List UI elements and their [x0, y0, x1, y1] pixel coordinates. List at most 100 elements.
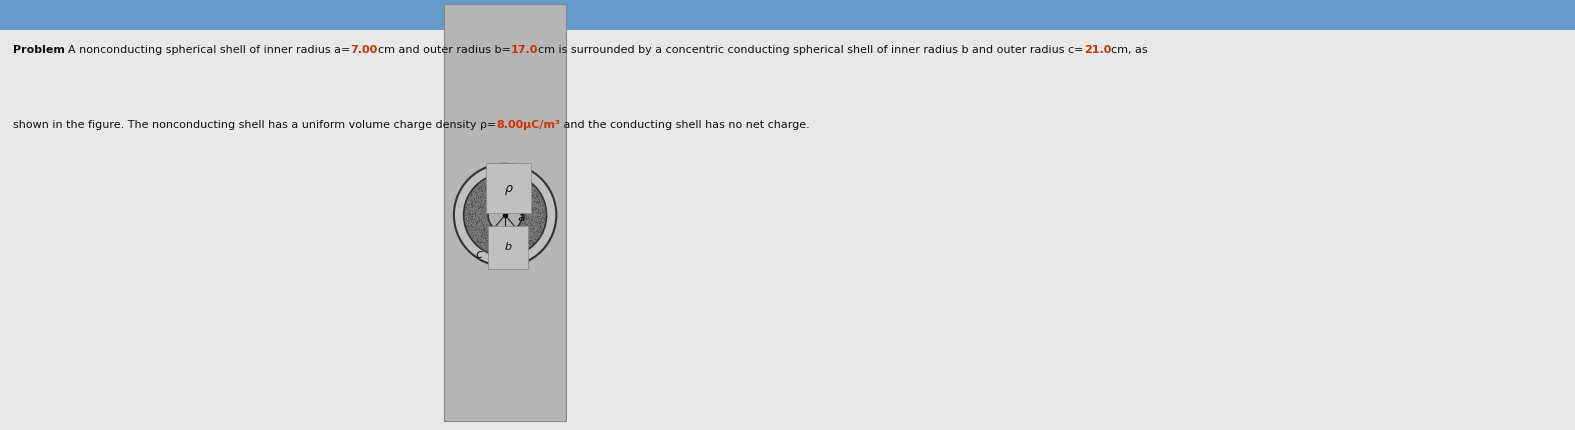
- Point: [515, 191, 540, 198]
- Point: [531, 216, 556, 223]
- Point: [498, 171, 523, 178]
- Point: [506, 222, 531, 229]
- Point: [472, 227, 498, 233]
- Point: [474, 203, 499, 209]
- Point: [477, 190, 502, 197]
- Point: [518, 198, 543, 205]
- Point: [513, 213, 539, 220]
- Point: [476, 176, 501, 183]
- Point: [521, 217, 547, 224]
- Point: [524, 229, 550, 236]
- Point: [493, 186, 518, 193]
- Point: [469, 204, 495, 211]
- Point: [493, 249, 518, 256]
- Point: [520, 231, 545, 238]
- Point: [495, 171, 520, 178]
- Point: [521, 228, 547, 235]
- Point: [458, 211, 484, 218]
- Point: [523, 184, 548, 191]
- Point: [472, 247, 498, 254]
- Point: [474, 192, 499, 199]
- Point: [513, 238, 539, 245]
- Point: [476, 232, 501, 239]
- Point: [472, 184, 498, 190]
- Point: [512, 191, 537, 198]
- Point: [480, 187, 506, 194]
- Point: [501, 175, 526, 182]
- Point: [479, 242, 504, 249]
- Point: [479, 235, 504, 242]
- Point: [482, 181, 507, 188]
- Point: [458, 199, 484, 206]
- Point: [471, 227, 496, 234]
- Point: [469, 224, 495, 230]
- Point: [465, 238, 490, 245]
- Point: [487, 240, 512, 246]
- Point: [517, 237, 542, 243]
- Point: [532, 213, 558, 220]
- Point: [458, 191, 484, 198]
- Point: [480, 176, 506, 183]
- Point: [509, 175, 534, 182]
- Point: [513, 240, 539, 247]
- Point: [523, 235, 548, 242]
- Point: [476, 186, 501, 193]
- Point: [526, 226, 551, 233]
- Point: [509, 217, 534, 224]
- Point: [465, 231, 490, 238]
- Point: [474, 212, 499, 219]
- Point: [501, 193, 526, 200]
- Point: [529, 223, 554, 230]
- Point: [455, 194, 480, 201]
- Point: [461, 232, 487, 239]
- Point: [463, 189, 488, 196]
- Point: [488, 241, 513, 248]
- Point: [510, 240, 536, 247]
- Point: [455, 202, 480, 209]
- Point: [501, 233, 526, 240]
- Point: [510, 223, 536, 230]
- Point: [518, 204, 543, 211]
- Point: [493, 185, 518, 192]
- Point: [506, 182, 531, 189]
- Point: [465, 192, 490, 199]
- Point: [474, 209, 499, 216]
- Point: [463, 197, 488, 204]
- Point: [477, 224, 502, 231]
- Point: [468, 227, 493, 234]
- Point: [484, 243, 509, 250]
- Point: [507, 230, 532, 236]
- Point: [474, 184, 499, 191]
- Point: [493, 193, 518, 200]
- Point: [468, 201, 493, 208]
- Point: [465, 229, 490, 236]
- Point: [529, 203, 554, 210]
- Point: [515, 237, 540, 243]
- Point: [523, 203, 548, 210]
- Point: [485, 171, 510, 178]
- Point: [510, 181, 536, 188]
- Point: [504, 240, 529, 247]
- Point: [493, 238, 518, 245]
- Point: [521, 194, 547, 200]
- Point: [498, 174, 523, 181]
- Point: [452, 221, 477, 228]
- Point: [512, 200, 537, 207]
- Point: [487, 174, 512, 181]
- Point: [471, 230, 496, 236]
- Point: [526, 218, 551, 225]
- Point: [520, 183, 545, 190]
- Point: [480, 195, 506, 202]
- Point: [477, 245, 502, 252]
- Point: [479, 231, 504, 238]
- Point: [455, 224, 480, 231]
- Point: [501, 192, 526, 199]
- Point: [520, 212, 545, 219]
- Point: [513, 208, 539, 215]
- Point: [515, 193, 540, 200]
- Point: [482, 230, 507, 236]
- Point: [520, 205, 545, 212]
- Point: [521, 240, 547, 247]
- Point: [507, 242, 532, 249]
- Point: [476, 215, 501, 222]
